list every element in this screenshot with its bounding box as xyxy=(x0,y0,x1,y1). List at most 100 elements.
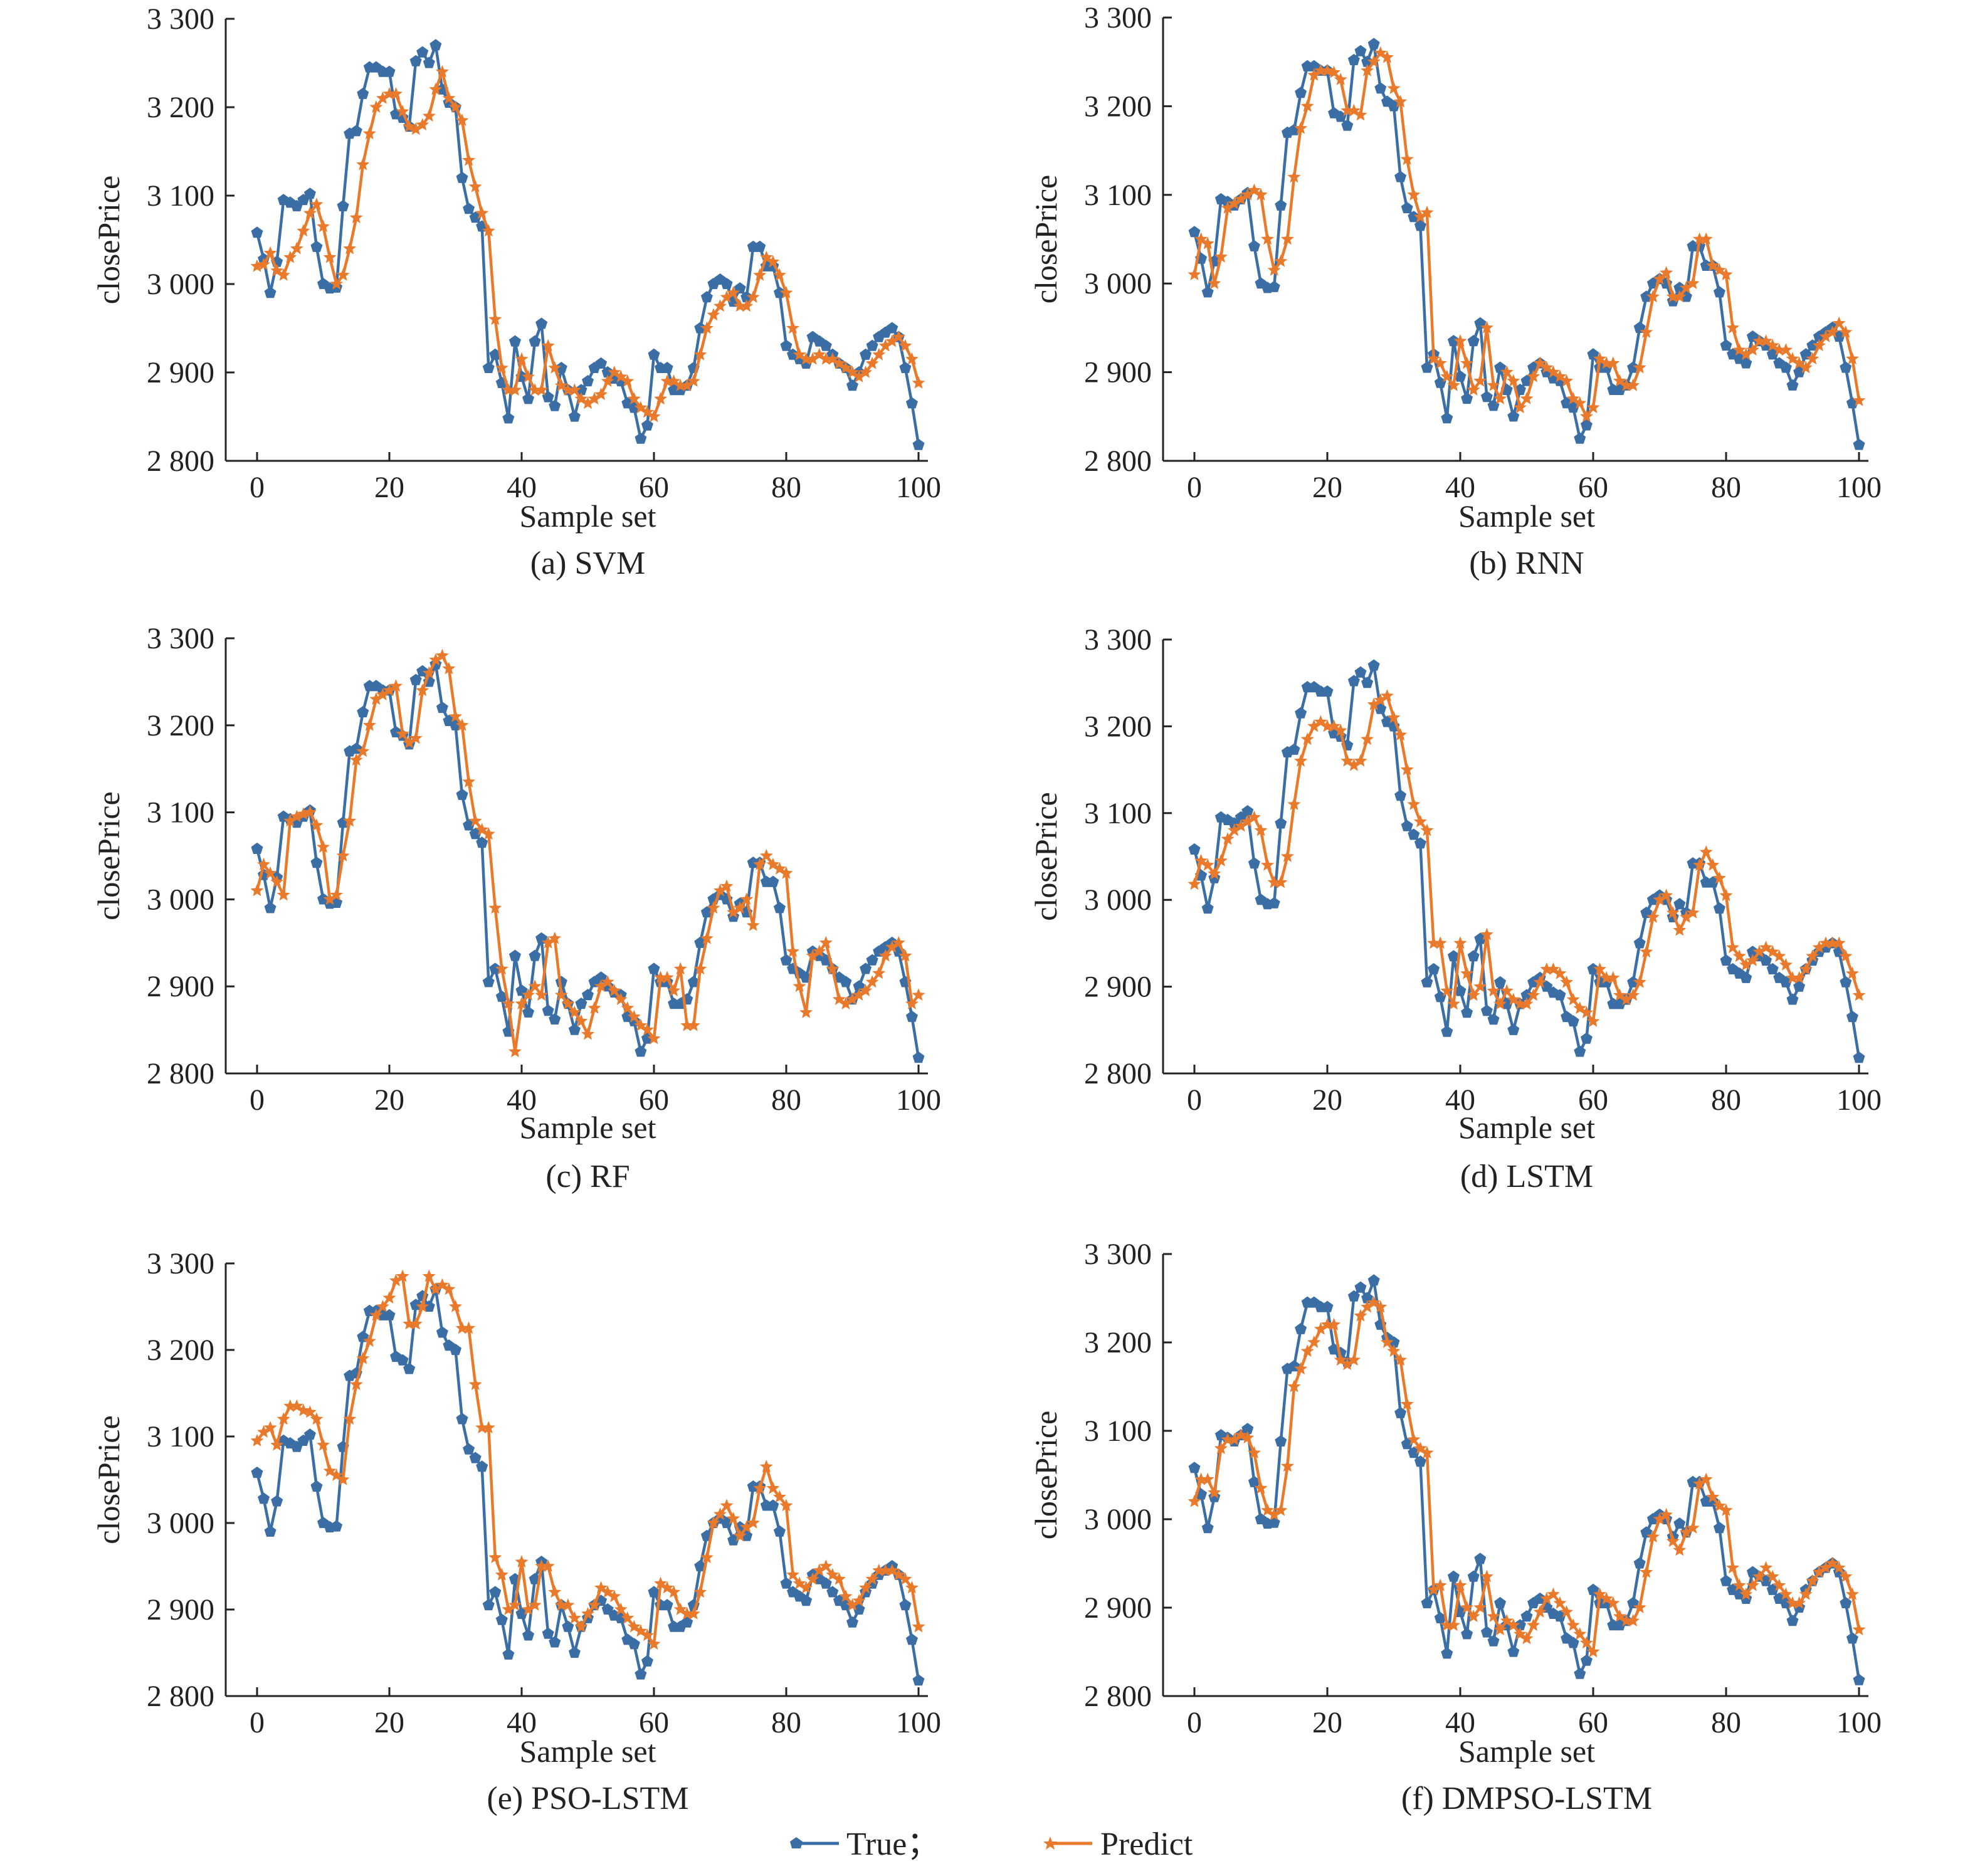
predict-point xyxy=(667,984,681,996)
predict-point xyxy=(680,1606,694,1620)
true-point xyxy=(1321,1300,1334,1312)
predict-point xyxy=(594,387,608,401)
true-point xyxy=(416,46,429,58)
true-point xyxy=(661,362,673,373)
predict-point xyxy=(885,940,899,953)
predict-point xyxy=(1772,1578,1786,1591)
chart-caption: (b) RNN xyxy=(1469,545,1584,581)
predict-point xyxy=(1287,1379,1301,1393)
true-point xyxy=(350,125,362,137)
true-point xyxy=(1474,932,1487,944)
predict-point xyxy=(1553,369,1567,382)
predict-point xyxy=(482,224,495,237)
predict-point xyxy=(872,347,886,361)
true-point xyxy=(251,1467,263,1478)
predict-point xyxy=(627,392,641,405)
predict-point xyxy=(554,988,568,1001)
x-tick-label: 100 xyxy=(1836,1706,1882,1739)
predict-point xyxy=(1493,392,1507,404)
predict-point xyxy=(641,405,654,418)
true-point xyxy=(1394,1406,1407,1418)
predict-point xyxy=(1194,232,1208,245)
true-point xyxy=(409,673,422,685)
predict-point xyxy=(667,374,681,387)
predict-point xyxy=(1487,1610,1500,1622)
predict-point xyxy=(376,688,389,701)
predict-point xyxy=(535,1559,549,1572)
predict-point xyxy=(468,814,482,827)
predict-point xyxy=(852,988,866,1001)
true-point xyxy=(1188,226,1201,238)
predict-point xyxy=(567,383,581,396)
true-point xyxy=(522,393,535,404)
predict-point xyxy=(1527,988,1540,1001)
true-point xyxy=(549,1636,561,1648)
predict-point xyxy=(1194,1472,1208,1485)
chart-caption: (e) PSO-LSTM xyxy=(487,1781,688,1816)
predict-point xyxy=(1314,1322,1327,1335)
predict-point xyxy=(1646,290,1660,303)
predict-point xyxy=(1247,1446,1261,1459)
predict-point xyxy=(1533,975,1547,988)
predict-point xyxy=(574,392,588,405)
true-point xyxy=(502,412,515,424)
predict-point xyxy=(1579,409,1593,423)
predict-point xyxy=(502,383,515,396)
true-point xyxy=(899,1599,912,1611)
predict-point xyxy=(1653,1512,1667,1525)
true-point xyxy=(1414,1455,1426,1467)
true-point xyxy=(846,379,858,391)
predict-point xyxy=(601,374,614,387)
predict-point xyxy=(548,1585,562,1598)
chart-caption: (f) DMPSO-LSTM xyxy=(1401,1781,1652,1816)
true-point xyxy=(1487,1013,1500,1025)
predict-point xyxy=(1247,810,1261,823)
predict-point xyxy=(1394,728,1408,741)
predict-point xyxy=(250,883,264,897)
true-point xyxy=(303,187,316,199)
true-point xyxy=(555,362,567,373)
predict-point xyxy=(1274,254,1288,267)
predict-point xyxy=(667,1585,681,1598)
predict-point xyxy=(297,807,310,820)
predict-point xyxy=(733,901,747,914)
predict-point xyxy=(1527,1618,1540,1631)
predict-point xyxy=(641,1023,654,1036)
y-axis-label: closePrice xyxy=(1028,175,1063,303)
predict-point xyxy=(1806,949,1820,962)
true-point xyxy=(508,335,521,347)
predict-point xyxy=(1334,73,1347,85)
true-point xyxy=(1713,286,1725,298)
predict-point xyxy=(449,100,462,113)
predict-point xyxy=(1839,949,1853,962)
predict-point xyxy=(1527,369,1540,382)
predict-point xyxy=(1759,334,1773,347)
predict-point xyxy=(1812,1565,1826,1578)
true-point xyxy=(601,1603,614,1615)
true-point xyxy=(1673,282,1686,293)
predict-point xyxy=(673,379,687,391)
predict-point xyxy=(1507,1618,1520,1631)
true-point xyxy=(436,1326,448,1338)
predict-point xyxy=(806,949,819,962)
predict-point xyxy=(846,993,859,1005)
true-point xyxy=(1574,1045,1586,1057)
true-point xyxy=(1288,743,1300,755)
y-tick-label: 2 900 xyxy=(1084,971,1152,1004)
predict-point xyxy=(1267,1507,1281,1520)
true-point xyxy=(773,287,786,298)
predict-point xyxy=(581,396,594,409)
x-tick-label: 20 xyxy=(1312,1706,1342,1739)
y-tick-label: 3 100 xyxy=(1084,797,1152,830)
predict-point xyxy=(396,1269,409,1282)
predict-point xyxy=(707,1516,720,1529)
true-point xyxy=(1580,1032,1593,1044)
y-tick-label: 2 800 xyxy=(1084,445,1152,478)
predict-point xyxy=(1586,1645,1600,1658)
predict-point xyxy=(1241,1431,1255,1444)
predict-point xyxy=(422,109,436,122)
true-point xyxy=(1853,438,1865,450)
true-point xyxy=(1341,119,1354,131)
predict-point xyxy=(1261,232,1275,245)
predict-point xyxy=(389,1273,403,1287)
